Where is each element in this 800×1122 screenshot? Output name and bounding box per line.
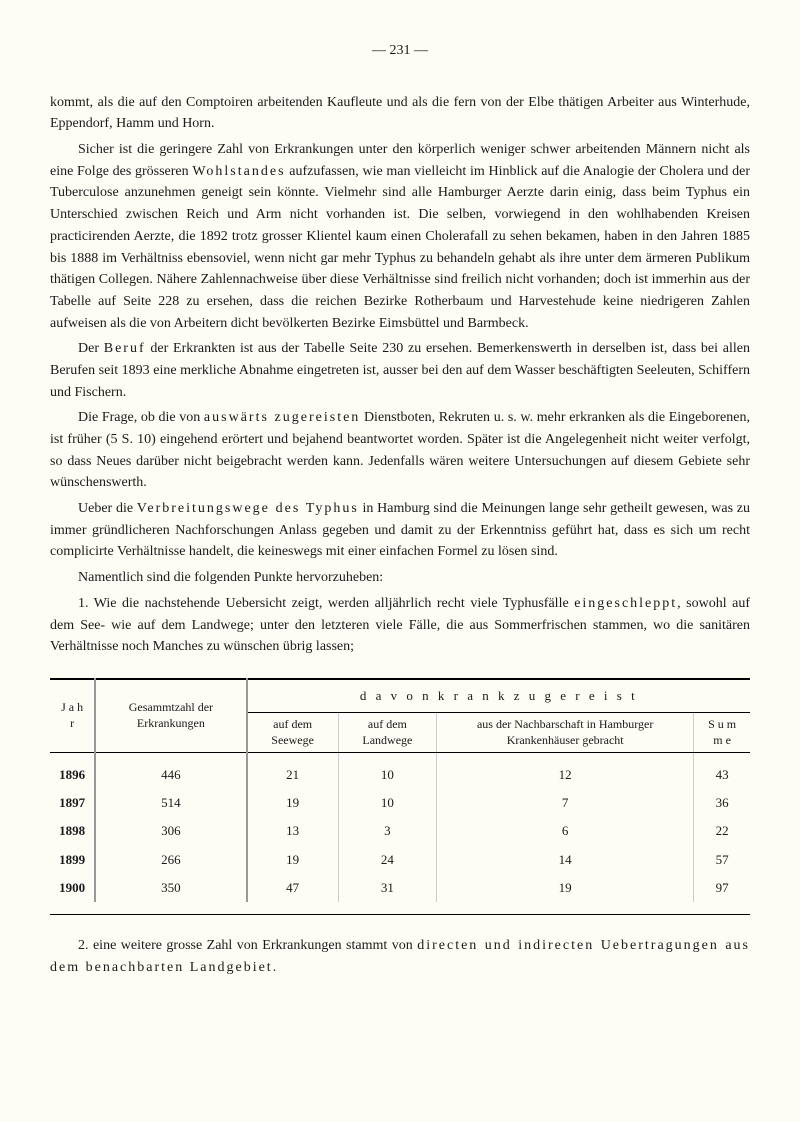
- th-summe: S u m m e: [694, 713, 750, 753]
- p4a: Die Frage, ob die von: [78, 410, 204, 425]
- th-kranken: aus der Nachbarschaft in Hamburger Krank…: [437, 713, 694, 753]
- cell-summe: 43: [694, 753, 750, 790]
- cell-summe: 22: [694, 817, 750, 845]
- paragraph-7: 1. Wie die nachstehende Uebersicht zeigt…: [50, 593, 750, 658]
- page-number: — 231 —: [50, 40, 750, 62]
- table-row: 1899 266 19 24 14 57: [50, 846, 750, 874]
- cell-see: 19: [247, 789, 339, 817]
- th-seewege: auf dem Seewege: [247, 713, 339, 753]
- p7a: 1. Wie die nachstehende Uebersicht zeigt…: [78, 596, 574, 611]
- cell-kranken: 7: [437, 789, 694, 817]
- p2b: aufzufassen, wie man vielleicht im Hinbl…: [50, 164, 750, 331]
- table-row: 1900 350 47 31 19 97: [50, 874, 750, 902]
- paragraph-4: Die Frage, ob die von auswärts zugereist…: [50, 407, 750, 494]
- cell-summe: 57: [694, 846, 750, 874]
- paragraph-2: Sicher ist die geringere Zahl von Erkran…: [50, 139, 750, 334]
- table-bottom-rule: [50, 902, 750, 915]
- p2-spaced: Wohlstandes: [192, 164, 285, 179]
- table-row: 1898 306 13 3 6 22: [50, 817, 750, 845]
- cell-see: 19: [247, 846, 339, 874]
- paragraph-5: Ueber die Verbreitungswege des Typhus in…: [50, 498, 750, 563]
- davon-text: d a v o n k r a n k z u g e r e i s t: [360, 688, 638, 703]
- cell-jahr: 1899: [50, 846, 95, 874]
- cell-land: 24: [338, 846, 436, 874]
- p7-spaced: eingeschleppt: [574, 596, 677, 611]
- cell-summe: 97: [694, 874, 750, 902]
- footer-paragraph: 2. eine weitere grosse Zahl von Erkranku…: [50, 935, 750, 978]
- cell-jahr: 1897: [50, 789, 95, 817]
- cell-gesammt: 514: [95, 789, 246, 817]
- paragraph-1: kommt, als die auf den Comptoiren arbeit…: [50, 92, 750, 135]
- th-jahr: J a h r: [50, 679, 95, 753]
- cell-gesammt: 306: [95, 817, 246, 845]
- cell-kranken: 19: [437, 874, 694, 902]
- cell-land: 10: [338, 789, 436, 817]
- cell-jahr: 1898: [50, 817, 95, 845]
- cell-land: 31: [338, 874, 436, 902]
- cell-gesammt: 350: [95, 874, 246, 902]
- table-row: 1897 514 19 10 7 36: [50, 789, 750, 817]
- cell-kranken: 14: [437, 846, 694, 874]
- cell-kranken: 12: [437, 753, 694, 790]
- cell-gesammt: 446: [95, 753, 246, 790]
- data-table: J a h r Gesammtzahl der Erkrankungen d a…: [50, 678, 750, 915]
- table-row: 1896 446 21 10 12 43: [50, 753, 750, 790]
- p5-spaced: Verbreitungswege des Typhus: [137, 501, 359, 516]
- cell-jahr: 1900: [50, 874, 95, 902]
- cell-land: 3: [338, 817, 436, 845]
- cell-see: 21: [247, 753, 339, 790]
- paragraph-6: Namentlich sind die folgenden Punkte her…: [50, 567, 750, 589]
- th-landwege: auf dem Landwege: [338, 713, 436, 753]
- cell-see: 47: [247, 874, 339, 902]
- cell-summe: 36: [694, 789, 750, 817]
- footer-a: 2. eine weitere grosse Zahl von Erkranku…: [78, 938, 417, 953]
- cell-see: 13: [247, 817, 339, 845]
- p3a: Der: [78, 341, 104, 356]
- p3-spaced: Beruf: [104, 341, 146, 356]
- th-davon: d a v o n k r a n k z u g e r e i s t: [247, 679, 750, 713]
- cell-kranken: 6: [437, 817, 694, 845]
- th-gesammt: Gesammtzahl der Erkrankungen: [95, 679, 246, 753]
- p5a: Ueber die: [78, 501, 137, 516]
- paragraph-3: Der Beruf der Erkrankten ist aus der Tab…: [50, 338, 750, 403]
- cell-jahr: 1896: [50, 753, 95, 790]
- cell-land: 10: [338, 753, 436, 790]
- p4-spaced: auswärts zugereisten: [204, 410, 360, 425]
- cell-gesammt: 266: [95, 846, 246, 874]
- p3b: der Erkrankten ist aus der Tabelle Seite…: [50, 341, 750, 399]
